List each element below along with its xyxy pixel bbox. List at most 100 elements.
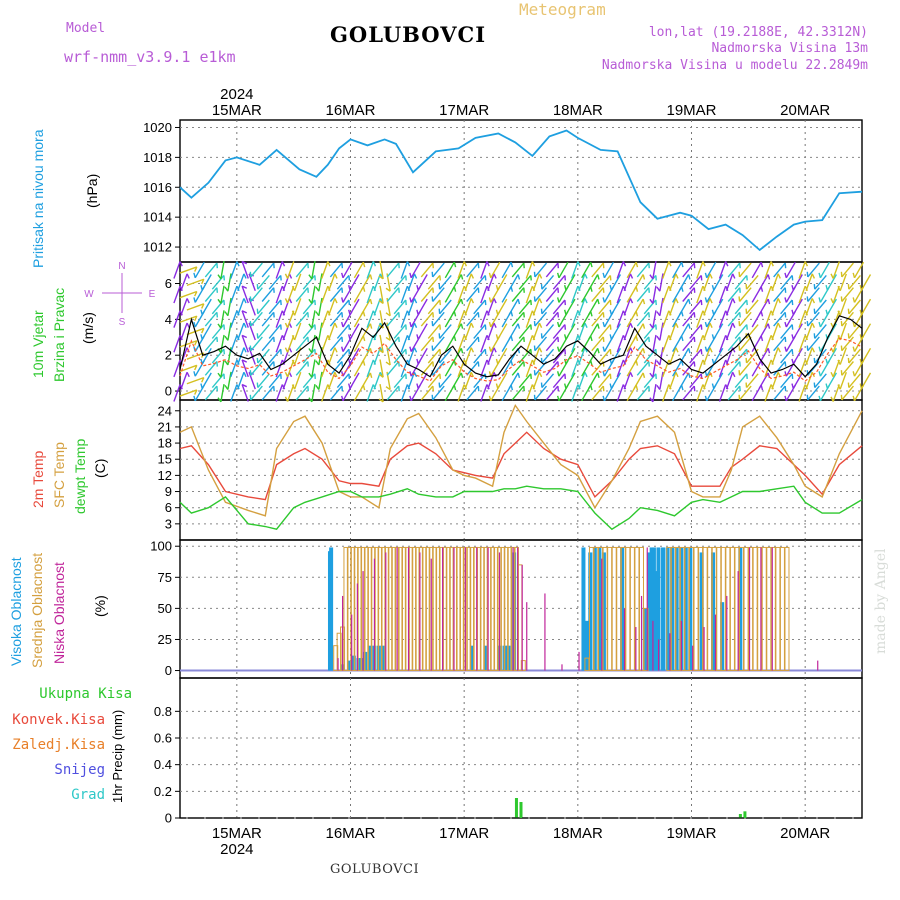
wind-arrow — [464, 298, 472, 316]
wind-arrow-head — [597, 372, 600, 379]
wind-arrow — [173, 310, 181, 328]
wind-arrow-head — [680, 262, 684, 268]
wind-arrow-head — [224, 384, 229, 390]
cloud-mid-bar — [643, 607, 649, 672]
wind-arrow-head — [725, 285, 729, 292]
wind-arrow — [400, 310, 409, 328]
cloud-mid-bar — [452, 546, 458, 672]
wind-arrow-head — [288, 371, 293, 378]
wind-arrow-head — [629, 298, 634, 304]
wind-arrow — [643, 348, 657, 364]
wind-arrow — [541, 373, 555, 389]
wind-arrow — [807, 385, 820, 401]
wind-arrow-head — [852, 321, 856, 328]
model-name: wrf-nmm_v3.9.1 e1km — [64, 48, 236, 66]
wind-arrow — [652, 310, 657, 329]
wind-arrow — [286, 310, 295, 328]
wind-arrow — [706, 286, 717, 303]
temp-ytick-label: 21 — [158, 419, 172, 434]
wind-arrow — [480, 285, 488, 304]
top-date-label: 20MAR — [780, 102, 830, 119]
wind-arrow — [832, 285, 841, 304]
wind-arrow-head — [378, 275, 384, 280]
cloud-mid-bar — [350, 546, 356, 672]
wind-arrow-head — [584, 322, 588, 328]
wind-arrow — [237, 273, 245, 291]
wind-arrow-head — [284, 298, 289, 304]
precip-ytick-label: 0.2 — [154, 784, 172, 799]
wind-arrow-head — [852, 272, 856, 278]
wind-arrow-head — [406, 359, 411, 365]
cloud-mid-bar — [675, 546, 681, 672]
wind-arrow-head — [649, 274, 654, 280]
wind-arrow — [311, 310, 316, 329]
cloud-high-bar — [670, 547, 675, 671]
wind-arrow — [682, 385, 695, 401]
cloud-high-bar — [651, 547, 656, 671]
wind-arrow-head — [732, 322, 736, 328]
wind-arrow — [703, 347, 711, 365]
wind-arrow — [853, 335, 865, 352]
wind-arrow — [173, 261, 181, 279]
wind-arrow-head — [622, 310, 627, 316]
wind-arrow — [780, 274, 793, 290]
wind-arrow-head — [288, 298, 293, 304]
wind-arrow — [603, 261, 615, 279]
cloud-mid-bar — [716, 546, 722, 672]
wind-arrow — [662, 310, 670, 328]
wind-arrow — [211, 274, 225, 290]
wind-arrow-head — [538, 298, 543, 304]
wind-arrow-head — [668, 261, 672, 267]
cloud-mid-bar — [493, 546, 499, 672]
wind-arrow — [773, 385, 786, 401]
wind-arrow-head — [770, 384, 774, 390]
wind-arrow-head — [680, 335, 684, 342]
wind-arrow — [659, 347, 664, 366]
wind-arrow-head — [538, 371, 543, 378]
wind-arrow-head — [675, 371, 679, 378]
wind-arrow-head — [369, 298, 373, 305]
wind-arrow — [511, 287, 525, 302]
wind-arrow-head — [236, 285, 240, 292]
cloud-high-bar — [592, 547, 597, 671]
wind-arrow — [780, 299, 793, 315]
wind-arrow — [525, 261, 534, 279]
wind-arrow — [669, 322, 677, 341]
wind-arrow-head — [830, 273, 834, 279]
cloud-mid-bar — [584, 657, 590, 672]
wind-arrow-head — [406, 285, 411, 292]
wind-arrow — [420, 336, 434, 352]
wind-arrow — [353, 261, 364, 279]
wind-arrow — [241, 384, 249, 402]
wind-arrow-head — [784, 297, 787, 303]
wind-arrow-head — [288, 273, 293, 279]
cloud-high-bar — [647, 552, 652, 671]
wind-arrow — [689, 348, 702, 364]
wind-arrow-head — [770, 335, 774, 341]
wind-arrow — [652, 359, 657, 378]
wind-arrow-head — [668, 285, 672, 292]
wind-arrow — [771, 322, 779, 341]
wind-arrow — [764, 285, 772, 304]
wind-arrow — [798, 261, 806, 279]
wind-arrow — [807, 336, 820, 352]
wind-arrow — [366, 310, 374, 328]
wind-arrow-head — [493, 322, 497, 328]
wind-arrow-head — [493, 298, 497, 304]
wind-arrow — [230, 310, 238, 328]
wind-arrow — [457, 285, 465, 304]
wind-arrow-head — [460, 372, 464, 379]
wind-arrow-head — [680, 385, 684, 391]
wind-arrow-head — [629, 273, 634, 279]
wind-arrow — [780, 324, 793, 339]
temp-ytick-label: 3 — [165, 516, 172, 531]
wind-arrow — [571, 359, 579, 378]
wind-arrow — [832, 261, 841, 279]
cloud-mid-bar — [616, 546, 622, 672]
wind-arrow — [420, 287, 434, 302]
wind-arrow-head — [341, 346, 344, 352]
cloud-mid-bar — [684, 546, 690, 672]
cloud-mid-bar — [377, 546, 383, 672]
cloud-mid-bar — [602, 546, 608, 672]
wind-arrow-head — [704, 371, 708, 377]
